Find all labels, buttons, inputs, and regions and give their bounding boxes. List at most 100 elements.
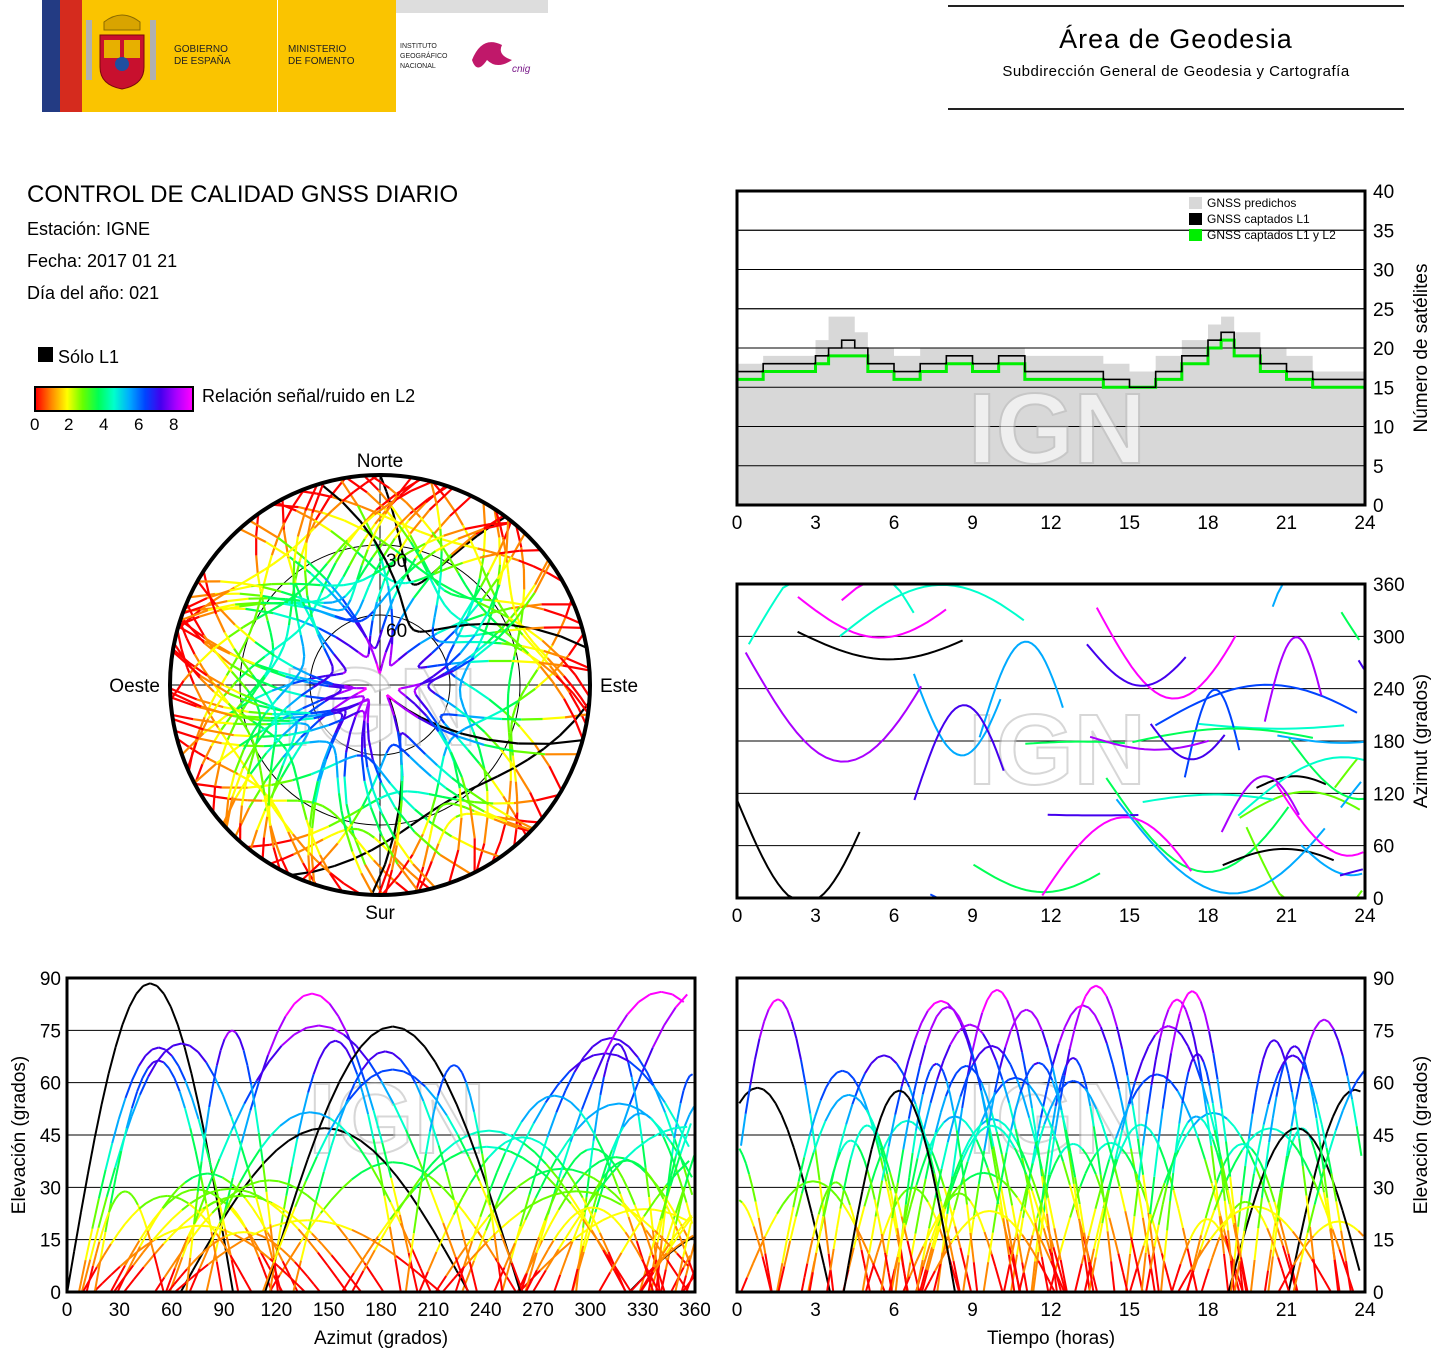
satellite-track (250, 1231, 258, 1236)
satellite-track (1036, 1208, 1045, 1229)
satellite-track (407, 790, 418, 794)
satellite-track (414, 703, 428, 717)
satellite-track (1263, 1270, 1269, 1293)
satellite-track (183, 597, 208, 610)
satellite-track (440, 717, 446, 724)
satellite-track (907, 1097, 915, 1107)
satellite-track (674, 1256, 685, 1293)
satellite-track (370, 864, 387, 896)
satellite-track (978, 640, 1064, 738)
satellite-track (1089, 735, 1209, 751)
satellite-track (266, 620, 272, 633)
satellite-track (1149, 1202, 1159, 1224)
satellite-track (774, 1102, 783, 1116)
satellite-track (577, 1211, 586, 1227)
satellite-track (1079, 995, 1087, 1010)
east-label: Este (600, 676, 638, 697)
satellite-track (1195, 1115, 1201, 1119)
satellite-track (1078, 1081, 1086, 1089)
satellite-track (152, 1195, 161, 1201)
satellite-track (517, 687, 536, 702)
satellite-track (169, 687, 198, 701)
satellite-track (487, 584, 501, 613)
satellite-track (178, 1091, 186, 1109)
satellite-track (172, 1226, 183, 1232)
satellite-track (959, 1161, 969, 1186)
l1-only-label: Sólo L1 (58, 347, 120, 367)
satellite-track (319, 1112, 331, 1120)
satellite-track (990, 1112, 998, 1133)
satellite-track (162, 1061, 170, 1069)
satellite-track (152, 1253, 159, 1267)
satellite-track (104, 1142, 114, 1170)
satellite-track (542, 716, 566, 721)
satellite-track (649, 1117, 662, 1130)
satellite-track (1166, 1167, 1173, 1186)
satellite-track (1078, 1218, 1086, 1256)
satellite-track (1043, 1108, 1052, 1125)
satellite-track (377, 629, 384, 641)
satellite-track (995, 1059, 1004, 1081)
satellite-track (473, 611, 490, 636)
satellite-track (337, 576, 345, 587)
satellite-track (158, 1059, 165, 1064)
satellite-track (431, 617, 436, 628)
satellite-track (593, 1052, 606, 1057)
satellite-track (316, 1134, 329, 1158)
satellite-track (357, 651, 365, 658)
satellite-track (837, 1182, 843, 1187)
satellite-track (269, 1125, 281, 1137)
y-axis-label: Azimut (grados) (1411, 674, 1432, 808)
satellite-track (165, 1279, 172, 1293)
satellite-track (345, 476, 368, 494)
satellite-track (539, 1259, 552, 1272)
satellite-track (267, 805, 272, 826)
satellite-track (1185, 1270, 1195, 1293)
satellite-track (660, 990, 673, 996)
satellite-track (541, 639, 561, 658)
satellite-track (193, 653, 204, 669)
satellite-track (259, 770, 264, 783)
satellite-track (334, 614, 347, 621)
satellite-track (362, 1234, 375, 1243)
satellite-track (455, 813, 462, 819)
x-tick-label: 21 (1276, 906, 1297, 927)
satellite-track (285, 1166, 293, 1196)
satellite-track (849, 1147, 855, 1160)
satellite-track (444, 1080, 458, 1105)
satellite-track (1178, 1000, 1185, 1015)
satellite-track (1317, 1226, 1325, 1232)
satellite-track (1345, 1260, 1352, 1293)
satellite-track (511, 707, 517, 717)
satellite-track (914, 1205, 922, 1234)
satellite-track (160, 1194, 168, 1198)
satellite-track (1082, 1004, 1090, 1009)
satellite-track (1154, 1027, 1163, 1036)
satellite-track (1121, 1048, 1129, 1076)
satellite-track (292, 765, 298, 778)
logo-gov-line2: DE ESPAÑA (174, 54, 231, 67)
satellite-track (992, 1146, 1001, 1181)
satellite-track (361, 720, 366, 737)
satellite-track (143, 1220, 149, 1232)
satellite-track (335, 539, 349, 554)
satellite-track (343, 809, 359, 820)
satellite-track (346, 599, 352, 607)
satellite-track (1110, 1141, 1117, 1146)
satellite-track (934, 999, 942, 1005)
satellite-track (357, 828, 364, 832)
satellite-track (1267, 1086, 1275, 1105)
satellite-track (96, 1254, 105, 1268)
satellite-track (1357, 1230, 1365, 1237)
satellite-track (884, 1218, 891, 1229)
satellite-track (1239, 790, 1361, 819)
satellite-track (173, 1248, 185, 1264)
satellite-track (926, 1248, 935, 1271)
satellite-track (302, 556, 326, 580)
satellite-track (344, 588, 353, 597)
satellite-track (655, 1090, 667, 1113)
satellite-track (1018, 1272, 1025, 1293)
satellite-track (322, 509, 334, 521)
satellite-track (565, 1241, 574, 1259)
satellite-track (994, 1266, 1000, 1280)
